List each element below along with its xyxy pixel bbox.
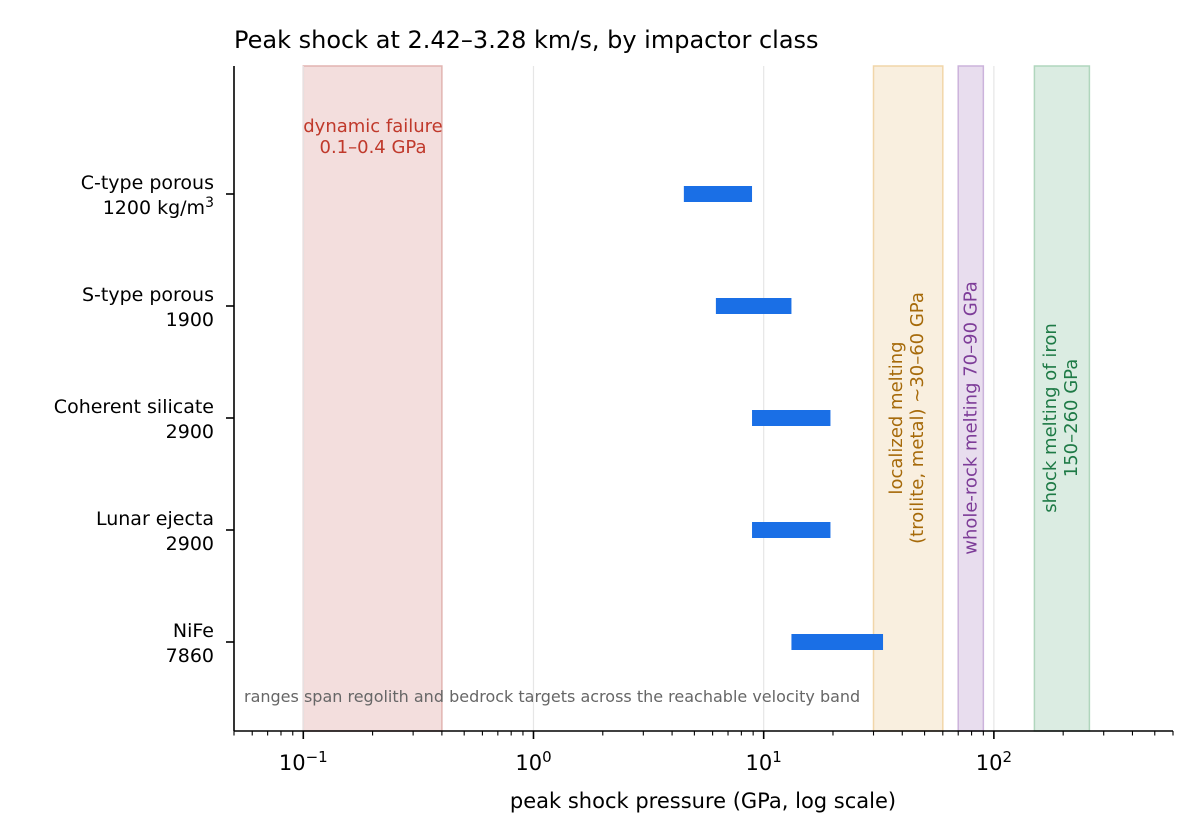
x-tick-label: 102: [976, 748, 1012, 775]
band-label-localized-melting: (troilite, metal) ~30–60 GPa: [907, 292, 928, 544]
y-tick-label: C-type porous: [81, 172, 214, 194]
y-tick-label: Coherent silicate: [54, 396, 214, 418]
range-bars: [683, 186, 884, 650]
range-bar: [791, 634, 884, 650]
band-label-dynamic-failure: dynamic failure: [303, 116, 443, 137]
x-tick-label: 100: [515, 748, 551, 775]
band-label-iron-melting: 150–260 GPa: [1061, 359, 1082, 477]
band-label-dynamic-failure: 0.1–0.4 GPa: [320, 137, 427, 158]
band-label-iron-melting: shock melting of iron: [1040, 323, 1061, 513]
gridlines: [302, 66, 995, 731]
band-label-whole-rock-melting: whole-rock melting 70–90 GPa: [961, 281, 982, 555]
chart-title: Peak shock at 2.42–3.28 km/s, by impacto…: [234, 26, 819, 54]
x-ticks: 10−1 100 101 102: [233, 731, 1174, 775]
y-tick-label: 2900: [166, 421, 214, 443]
axes: [233, 66, 1173, 732]
y-tick-label: 1200 kg/m3: [103, 195, 214, 219]
range-bar: [683, 186, 753, 202]
range-bar: [752, 410, 831, 426]
y-tick-label: 1900: [166, 309, 214, 331]
band-label-localized-melting: localized melting: [886, 341, 907, 494]
y-tick-label: 7860: [166, 645, 214, 667]
x-tick-label: 10−1: [279, 748, 328, 775]
x-tick-label: 101: [746, 748, 782, 775]
x-axis-label: peak shock pressure (GPa, log scale): [510, 789, 896, 813]
y-tick-label: NiFe: [173, 620, 214, 642]
range-bar: [752, 522, 831, 538]
band-iron-melting: [1033, 65, 1091, 732]
band-dynamic-failure: [302, 65, 443, 732]
shock-bands: [302, 65, 1091, 732]
y-tick-label: 2900: [166, 533, 214, 555]
y-tick-label: Lunar ejecta: [96, 508, 214, 530]
range-bar: [715, 298, 792, 314]
y-tick-label: S-type porous: [82, 284, 214, 306]
footnote: ranges span regolith and bedrock targets…: [244, 687, 860, 706]
band-localized-melting: [872, 65, 944, 732]
